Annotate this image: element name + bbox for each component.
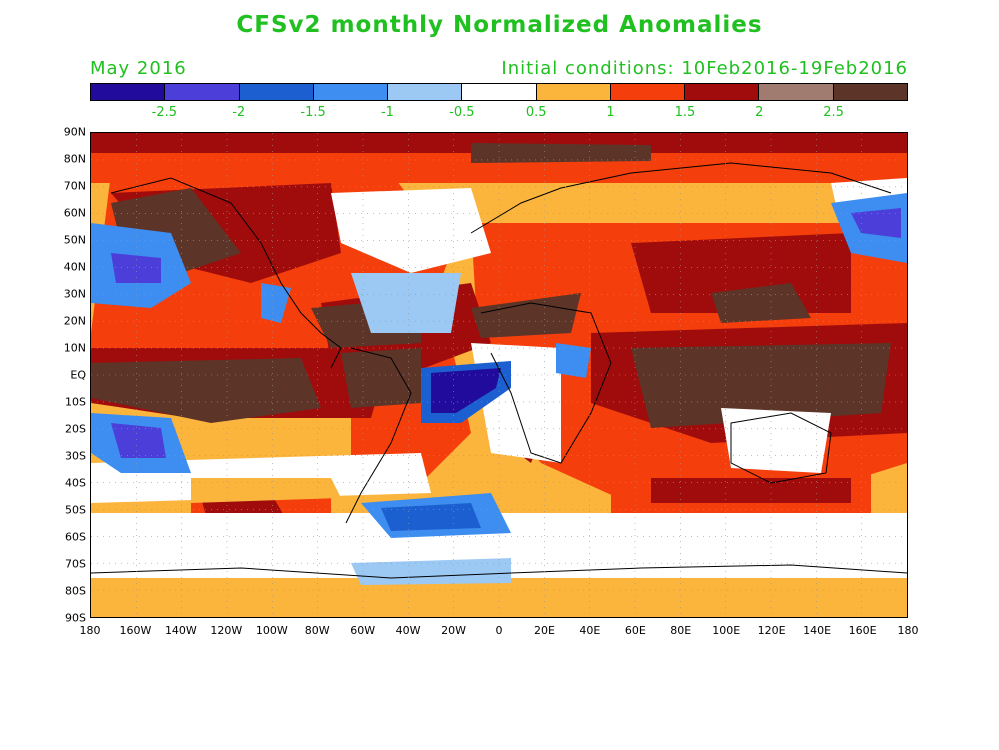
latitude-label: 10N (63, 341, 86, 355)
legend-label: 2.5 (823, 105, 844, 120)
legend-label: 2 (755, 105, 764, 120)
longitude-label: 60W (350, 624, 376, 637)
legend-swatch (833, 84, 907, 100)
longitude-label: 120W (210, 624, 243, 637)
latitude-label: 80S (65, 584, 86, 598)
longitude-label: 140E (803, 624, 832, 637)
longitude-label: 40E (579, 624, 601, 637)
anomaly-orange-bands (91, 478, 907, 617)
latitude-label: 40S (65, 476, 86, 490)
legend-label: -2 (232, 105, 246, 120)
longitude-label: 120E (757, 624, 786, 637)
legend-label: 1.5 (674, 105, 696, 120)
longitude-label: 20E (533, 624, 555, 637)
longitude-label: 100W (255, 624, 288, 637)
legend-label: -1 (380, 105, 394, 120)
legend-label: 0.5 (525, 105, 547, 120)
legend-swatch (536, 84, 611, 100)
latitude-label: EQ (70, 368, 86, 382)
longitude-label: 60E (624, 624, 646, 637)
legend-swatch (91, 84, 166, 100)
latitude-label: 50N (63, 233, 86, 247)
initial-conditions: Initial conditions: 10Feb2016-19Feb2016 (501, 58, 908, 79)
graticule (91, 133, 907, 617)
latitude-label: 90N (63, 125, 86, 139)
latitude-label: 90S (65, 611, 86, 625)
longitude-label: 180 (897, 624, 919, 637)
longitude-label: 100E (712, 624, 741, 637)
longitude-label: 20W (441, 624, 466, 637)
legend-swatch (239, 84, 314, 100)
legend-swatch (313, 84, 389, 100)
longitude-label: 40W (395, 624, 421, 637)
anomaly-negative-regions (91, 193, 907, 585)
longitude-label: 160E (848, 624, 877, 637)
anomaly-map (90, 132, 908, 618)
legend-swatch (610, 84, 686, 100)
latitude-label: 20S (65, 422, 86, 436)
legend-label: -0.5 (449, 105, 475, 120)
latitude-label: 70N (63, 179, 86, 193)
latitude-label: 60S (65, 530, 86, 544)
longitude-label: 160W (119, 624, 152, 637)
legend-label: 1 (606, 105, 615, 120)
legend-swatch (165, 84, 240, 100)
legend-swatch (462, 84, 537, 100)
latitude-label: 20N (63, 314, 86, 328)
coastlines (91, 162, 907, 579)
latitude-label: 70S (65, 557, 86, 571)
latitude-label: 60N (63, 206, 86, 220)
longitude-label: 80E (670, 624, 692, 637)
legend-label: -2.5 (151, 105, 178, 120)
legend-swatch (759, 84, 834, 100)
latitude-label: 30N (63, 287, 86, 301)
latitude-label: 30S (65, 449, 86, 463)
longitude-label: 140W (164, 624, 197, 637)
forecast-month: May 2016 (90, 58, 187, 79)
longitude-label: 180 (79, 624, 101, 637)
latitude-label: 80N (63, 152, 86, 166)
longitude-label: 80W (304, 624, 330, 637)
latitude-label: 40N (63, 260, 86, 274)
longitude-label: 0 (495, 624, 503, 637)
latitude-label: 50S (65, 503, 86, 517)
map-title: CFSv2 monthly Normalized Anomalies (236, 12, 763, 38)
color-legend (90, 83, 908, 101)
legend-label: -1.5 (300, 105, 326, 120)
legend-swatch (388, 84, 463, 100)
legend-swatch (685, 84, 760, 100)
latitude-label: 10S (65, 395, 86, 409)
